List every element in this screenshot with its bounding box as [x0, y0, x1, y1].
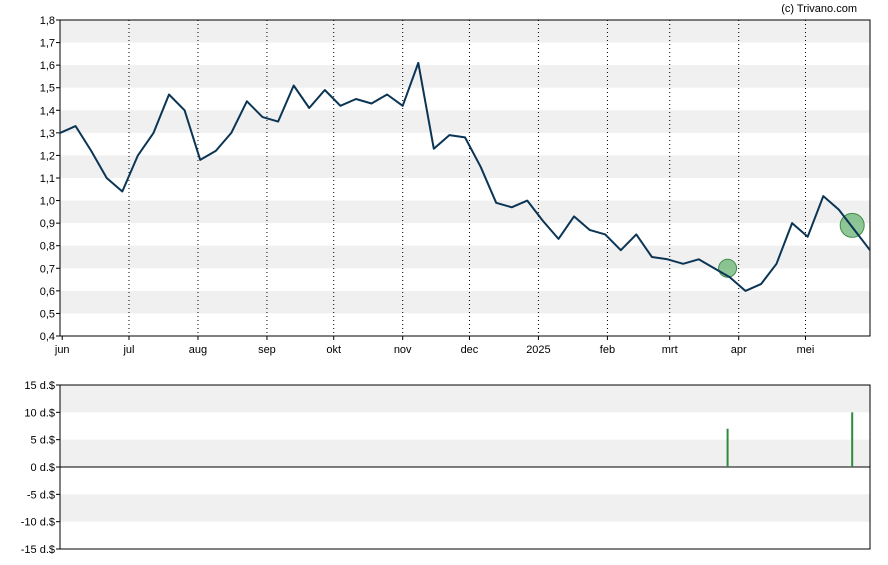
- price-y-tick-label: 1,6: [40, 60, 55, 72]
- price-grid-band: [60, 245, 870, 269]
- price-month-gridlines: [128, 20, 806, 336]
- volume-grid-band: [60, 494, 870, 522]
- price-grid-band: [60, 110, 870, 133]
- price-x-tick-label: aug: [189, 344, 207, 356]
- price-x-tick-label: apr: [731, 344, 747, 356]
- volume-grid-bands: [60, 385, 870, 522]
- volume-y-tick-label: -5 d.$: [27, 489, 55, 501]
- volume-grid-band: [60, 385, 870, 413]
- price-x-tick-label: sep: [258, 344, 276, 356]
- price-panel: 0,4 0,5 0,6 0,7 0,8 0,9 1,0 1,1 1,2 1,3 1,4 1,5 1,6 1…: [40, 15, 871, 356]
- volume-y-tick-label: -15 d.$: [21, 544, 55, 556]
- volume-y-tick-label: 5 d.$: [31, 435, 55, 447]
- volume-grid-band: [60, 439, 870, 467]
- price-x-tick-label: nov: [394, 344, 412, 356]
- price-grid-band: [60, 20, 870, 43]
- price-y-tick-label: 0,7: [40, 263, 55, 275]
- price-x-tick-label: jul: [122, 344, 134, 356]
- price-y-axis: 0,4 0,5 0,6 0,7 0,8 0,9 1,0 1,1 1,2 1,3 1,4 1,5 1,6 1…: [40, 15, 60, 343]
- price-y-tick-label: 0,4: [40, 331, 55, 343]
- price-x-tick-label: mei: [797, 344, 815, 356]
- price-x-tick-label: mrt: [662, 344, 678, 356]
- price-y-tick-label: 1,7: [40, 38, 55, 50]
- volume-y-tick-label: -10 d.$: [21, 517, 55, 529]
- price-x-tick-label: 2025: [526, 344, 550, 356]
- copyright-credit: (c) Trivano.com: [781, 3, 857, 15]
- price-y-tick-label: 1,0: [40, 196, 55, 208]
- price-grid-band: [60, 155, 870, 178]
- volume-y-tick-label: 0 d.$: [31, 462, 55, 474]
- price-x-tick-label: dec: [461, 344, 479, 356]
- price-y-tick-label: 1,1: [40, 173, 55, 185]
- price-x-axis: jun jul aug sep okt nov dec 2025 feb mrt apr mei: [54, 336, 814, 356]
- price-y-tick-label: 1,8: [40, 15, 55, 27]
- price-y-tick-label: 0,9: [40, 218, 55, 230]
- price-y-tick-label: 0,8: [40, 241, 55, 253]
- price-grid-bands: [60, 20, 870, 314]
- price-y-tick-label: 0,6: [40, 286, 55, 298]
- price-grid-band: [60, 200, 870, 224]
- price-y-tick-label: 1,3: [40, 128, 55, 140]
- volume-y-tick-label: 15 d.$: [24, 380, 55, 392]
- price-y-tick-label: 1,5: [40, 83, 55, 95]
- price-signal-marker: [718, 258, 738, 278]
- price-y-tick-label: 1,2: [40, 150, 55, 162]
- volume-bars: [726, 412, 854, 467]
- price-x-tick-label: jun: [54, 344, 70, 356]
- price-x-tick-label: feb: [600, 344, 615, 356]
- volume-panel: 15 d.$ 10 d.$ 5 d.$ 0 d.$ -5 d.$ -10 d.$ -15 d…: [21, 380, 871, 556]
- volume-y-axis: 15 d.$ 10 d.$ 5 d.$ 0 d.$ -5 d.$ -10 d.$ -15 d…: [21, 380, 60, 556]
- volume-y-tick-label: 10 d.$: [24, 407, 55, 419]
- price-grid-band: [60, 290, 870, 314]
- price-y-tick-label: 0,5: [40, 308, 55, 320]
- price-x-tick-label: okt: [326, 344, 341, 356]
- price-grid-band: [60, 65, 870, 88]
- price-y-tick-label: 1,4: [40, 105, 55, 117]
- price-series-line: [59, 61, 871, 292]
